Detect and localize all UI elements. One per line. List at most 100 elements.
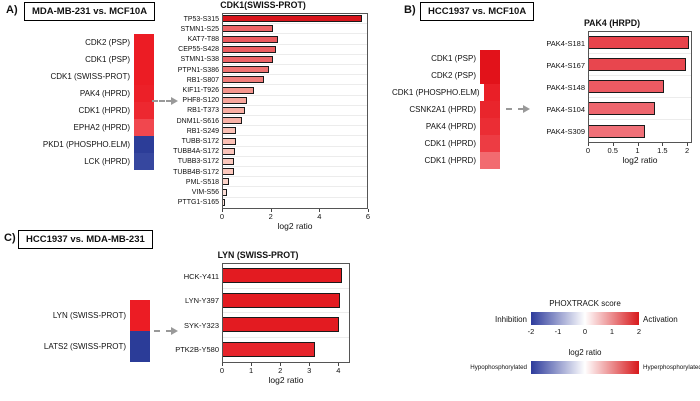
bar-row: [223, 167, 367, 178]
panel-a-heatmap: CDK2 (PSP) CDK1 (PSP) CDK1 (SWISS-PROT) PAK…: [6, 34, 154, 170]
bar: [589, 58, 687, 71]
kinase-label: PAK4 (HPRD): [79, 89, 130, 98]
bar: [223, 178, 229, 186]
x-axis-tick: [270, 209, 272, 212]
x-axis-label: log2 ratio: [277, 221, 313, 231]
category-label: CEP55-S428: [178, 46, 219, 54]
x-axis-tick-label: 6: [365, 212, 371, 221]
bar: [589, 102, 655, 115]
heatmap-cell: [483, 84, 500, 101]
heatmap-cell: [134, 153, 154, 170]
bar: [223, 157, 234, 165]
arrow-head: [523, 105, 530, 113]
bar: [223, 86, 255, 94]
kinase-label: LYN (SWISS-PROT): [52, 311, 126, 320]
kinase-label: CDK1 (PSP): [431, 54, 476, 63]
x-axis: 0 2 4 6: [220, 209, 371, 221]
x-axis-tick: [612, 143, 614, 146]
bar: [223, 66, 269, 74]
heatmap-row: CDK2 (PSP): [392, 67, 500, 84]
category-label: STMN1-S38: [180, 56, 219, 64]
bar-row: [223, 65, 367, 76]
x-axis-tick: [319, 209, 321, 212]
x-axis-tick: [309, 363, 311, 366]
category-label: LYN-Y397: [184, 296, 219, 306]
heatmap-cell: [480, 135, 500, 152]
bar-row: [223, 34, 367, 45]
category-label: TP53-S315: [183, 15, 219, 23]
bar: [223, 317, 339, 333]
heatmap-row: CDK1 (HPRD): [6, 102, 154, 119]
heatmap-cell: [480, 101, 500, 118]
phoxtrack-tick: 0: [582, 327, 588, 336]
x-axis-tick-label: 0: [585, 146, 591, 155]
kinase-label: PKD1 (PHOSPHO.ELM): [42, 140, 130, 149]
chart-title: CDK1(SWISS-PROT): [220, 0, 306, 10]
heatmap-cell: [480, 67, 500, 84]
bar-row: [223, 85, 367, 96]
heatmap-row: PAK4 (HPRD): [6, 85, 154, 102]
heatmap-cell: [130, 331, 150, 362]
x-axis-tick-label: 0.5: [607, 146, 618, 155]
category-label: TUBB4A-S172: [173, 148, 219, 156]
arrow-line: [506, 108, 524, 110]
bar: [223, 35, 279, 43]
plot-frame: [222, 263, 350, 363]
heatmap-row: LCK (HPRD): [6, 153, 154, 170]
bar-row: [589, 54, 691, 76]
category-label: PAK4-S167: [546, 60, 585, 70]
panel-c-bar-chart: LYN (SWISS-PROT) HCK-Y411 LYN-Y397 SYK-Y323…: [166, 250, 350, 385]
x-axis-tick: [687, 143, 689, 146]
x-axis-tick-label: 2: [268, 212, 273, 221]
heatmap-cell: [480, 50, 500, 67]
category-axis: HCK-Y411 LYN-Y397 SYK-Y323 PTK2B-Y580: [166, 264, 222, 363]
heatmap-row: CDK1 (HPRD): [392, 152, 500, 169]
bar-row: [589, 32, 691, 54]
kinase-label: CDK1 (PSP): [85, 55, 130, 64]
hypophosphorylated-label: Hypophosphorylated: [470, 364, 527, 371]
bar: [223, 127, 237, 135]
category-label: PHF8-S120: [182, 97, 219, 105]
bar-row: [589, 120, 691, 142]
bar-row: [223, 55, 367, 66]
bar-row: [223, 338, 349, 363]
bar-row: [223, 116, 367, 127]
arrow-head: [171, 97, 178, 105]
plot-frame: [222, 13, 368, 209]
panel-c-title: HCC1937 vs. MDA-MB-231: [18, 230, 153, 249]
bar: [223, 199, 226, 207]
heatmap-row: PAK4 (HPRD): [392, 118, 500, 135]
heatmap-row: EPHA2 (HPRD): [6, 119, 154, 136]
heatmap-row: CSNK2A1 (HPRD): [392, 101, 500, 118]
x-axis-tick: [588, 143, 589, 146]
category-label: PTK2B-Y580: [175, 345, 219, 355]
log2-gradient: [531, 361, 639, 374]
x-axis-tick-label: 3: [307, 366, 312, 375]
phoxtrack-tick: -2: [527, 327, 535, 336]
bar-row: [223, 289, 349, 313]
panel-c-heatmap: LYN (SWISS-PROT) LATS2 (SWISS-PROT): [28, 300, 150, 362]
bar-row: [223, 75, 367, 86]
category-label: PAK4-S309: [546, 126, 585, 136]
category-label: KAT7-T88: [187, 36, 219, 43]
bar: [223, 147, 235, 155]
kinase-label: CDK1 (HPRD): [424, 156, 476, 165]
x-axis-tick-label: 4: [317, 212, 322, 221]
phoxtrack-gradient: [531, 312, 639, 325]
bar: [223, 25, 274, 33]
heatmap-row: CDK1 (PSP): [6, 51, 154, 68]
kinase-label: CDK1 (PHOSPHO.ELM): [392, 88, 480, 97]
chart-title: PAK4 (HRPD): [583, 18, 641, 28]
category-label: PAK4-S104: [546, 104, 585, 114]
panel-a-title: MDA-MB-231 vs. MCF10A: [24, 2, 156, 21]
category-label: PAK4-S148: [546, 82, 585, 92]
bar: [223, 342, 315, 358]
bar-row: [223, 14, 367, 25]
arrow-line: [154, 330, 172, 332]
kinase-label: CDK2 (PSP): [431, 71, 476, 80]
bar: [589, 80, 665, 93]
category-axis: PAK4-S181 PAK4-S167 PAK4-S148 PAK4-S104 PAK4…: [532, 32, 588, 143]
x-axis-label: log2 ratio: [622, 155, 658, 165]
kinase-label: CDK1 (SWISS-PROT): [50, 72, 130, 81]
bar-row: [223, 106, 367, 117]
